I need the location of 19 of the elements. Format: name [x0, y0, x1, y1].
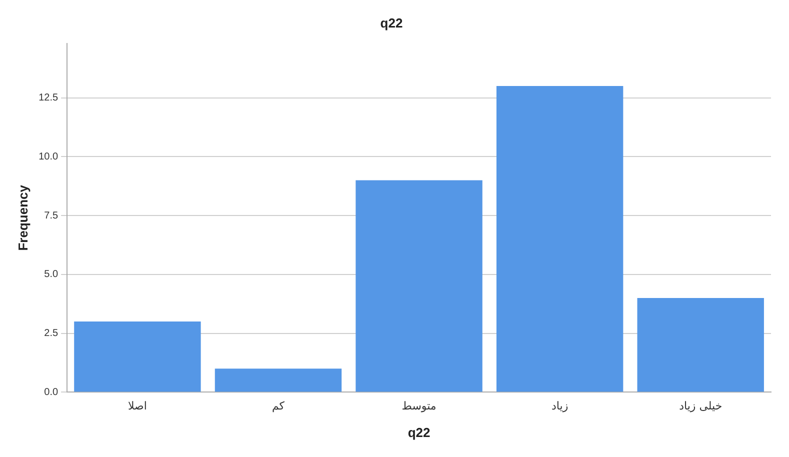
x-tick-label: اصلا: [128, 400, 147, 413]
y-axis-title: Frequency: [15, 184, 30, 251]
bar: [74, 322, 201, 392]
x-tick-label: کم: [272, 400, 286, 413]
y-tick-label: 2.5: [44, 328, 58, 340]
y-tick-label: 7.5: [44, 210, 58, 222]
bar: [496, 86, 624, 392]
bar: [637, 298, 764, 392]
y-tick-label: 10.0: [38, 151, 58, 162]
y-tick-label: 12.5: [38, 92, 58, 104]
chart-title: q22: [380, 15, 403, 30]
bar: [214, 368, 342, 392]
x-tick-label: خیلی زیاد: [679, 400, 722, 413]
x-axis-title: q22: [408, 424, 430, 440]
bar: [356, 180, 482, 392]
y-tick-label: 5.0: [44, 269, 58, 280]
x-tick-label: متوسط: [402, 400, 436, 413]
y-tick-label: 0.0: [44, 386, 58, 398]
x-tick-label: زیاد: [552, 400, 568, 413]
